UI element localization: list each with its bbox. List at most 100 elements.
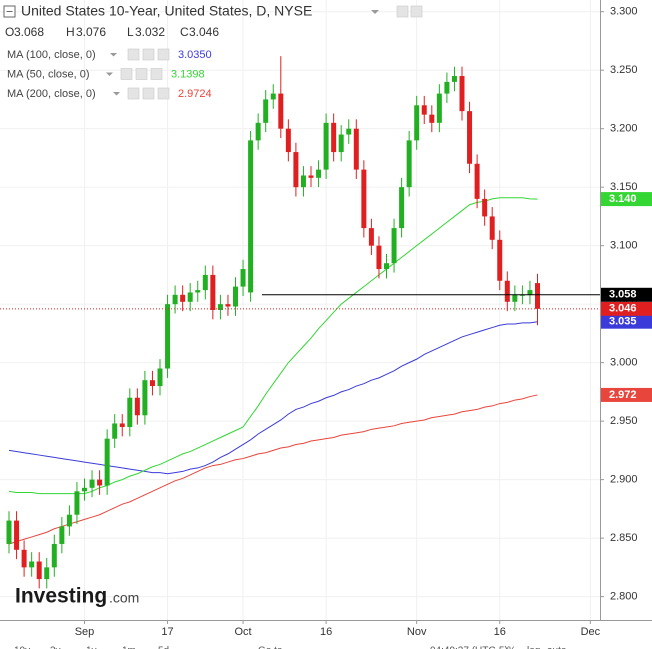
option-button[interactable]: log <box>527 646 540 649</box>
candle-body <box>414 105 420 141</box>
toolbar: 10y 3y 1y 1m 5d Go to... 04:49:37 (UTC-5)% log a… <box>14 646 567 649</box>
close-label: C <box>180 25 189 39</box>
x-tick-label: Sep <box>75 626 95 638</box>
candle-body <box>82 487 87 492</box>
range-button[interactable]: 1y <box>86 646 97 649</box>
candle-body <box>21 549 27 568</box>
range-button[interactable]: 1m <box>122 646 136 649</box>
candle-body <box>308 175 314 178</box>
candle-body <box>248 140 254 293</box>
y-tick-label: 3.000 <box>610 357 638 369</box>
dropdown-arrow[interactable] <box>113 92 120 96</box>
candle-body <box>384 263 389 270</box>
candle-body <box>6 520 12 544</box>
range-button[interactable]: 5d <box>158 646 169 649</box>
candle-body <box>278 93 284 129</box>
legend-value: 3.0350 <box>178 49 212 61</box>
candle-body <box>263 99 269 123</box>
candle-body <box>436 93 442 123</box>
candle-body <box>134 397 140 416</box>
candle-body <box>210 274 216 310</box>
candle-body <box>36 561 42 580</box>
candle-body <box>444 81 450 94</box>
legend-icon[interactable] <box>127 48 140 61</box>
legend-value: 3.1398 <box>171 68 205 80</box>
price-tag <box>601 192 652 207</box>
eye-icon[interactable] <box>396 5 409 18</box>
y-tick-label: 3.300 <box>610 6 638 18</box>
candle-body <box>391 228 397 264</box>
candle-body <box>474 163 480 199</box>
x-tick-label: 17 <box>161 626 173 638</box>
candle-body <box>361 169 367 229</box>
legend-value: 2.9724 <box>178 88 212 100</box>
candle-body <box>293 152 299 188</box>
option-button[interactable]: auto <box>547 646 567 649</box>
y-tick-label: 2.900 <box>610 474 638 486</box>
range-button[interactable]: 3y <box>50 646 61 649</box>
plot-area <box>0 56 600 589</box>
legend-icon[interactable] <box>135 68 148 80</box>
y-tick-label: 3.100 <box>610 240 638 252</box>
legend-icon[interactable] <box>142 87 155 100</box>
close-value: 3.046 <box>189 25 219 39</box>
dropdown-arrow[interactable] <box>110 53 117 57</box>
candle-body <box>240 269 246 287</box>
legend-label: MA (50, close, 0) <box>7 68 90 80</box>
candle-body <box>482 198 488 217</box>
candle-body <box>172 294 178 305</box>
legend-icon[interactable] <box>120 68 133 80</box>
legend-icon[interactable] <box>157 48 170 61</box>
price-tag-label: 3.046 <box>609 303 637 315</box>
legend: MA (100, close, 0) 3.0350 MA (50, close, 0… <box>7 48 212 100</box>
candle-body <box>187 292 193 302</box>
candle-body <box>527 290 533 295</box>
candle-body <box>74 491 80 515</box>
dropdown-arrow[interactable] <box>371 10 379 14</box>
price-tag <box>601 301 652 316</box>
legend-icon[interactable] <box>127 87 140 100</box>
legend-icon[interactable] <box>157 87 170 100</box>
price-tag-label: 3.035 <box>609 316 637 328</box>
candle-body <box>451 76 457 82</box>
candle-body <box>51 543 57 568</box>
legend-icon[interactable] <box>142 48 155 61</box>
y-tick-label: 3.150 <box>610 181 638 193</box>
clock: 04:49:37 (UTC-5) <box>430 646 508 649</box>
open-label: O <box>5 25 14 39</box>
candle-body <box>195 290 201 293</box>
candle-body <box>14 520 20 550</box>
candle-body <box>112 423 118 439</box>
candle-body <box>202 274 208 291</box>
candle-body <box>429 114 435 123</box>
x-tick-label: 16 <box>320 626 332 638</box>
y-tick-label: 3.200 <box>610 123 638 135</box>
legend-icon[interactable] <box>150 68 163 80</box>
candle-body <box>149 380 155 387</box>
chart-title: United States 10-Year, United States, D,… <box>21 3 312 19</box>
y-tick-label: 2.800 <box>610 591 638 603</box>
settings-icon[interactable] <box>410 5 423 18</box>
high-label: H <box>66 25 75 39</box>
candle-body <box>368 228 374 246</box>
candle-body <box>316 169 322 178</box>
price-tag-label: 3.058 <box>609 289 637 301</box>
goto-button[interactable]: Go to... <box>258 646 291 649</box>
candle-body <box>255 122 261 141</box>
candle-body <box>89 479 95 488</box>
candle-body <box>467 111 473 164</box>
candle-body <box>346 128 352 135</box>
price-tag-label: 2.972 <box>609 389 637 401</box>
candle-body <box>66 514 72 527</box>
range-button[interactable]: 10y <box>14 646 30 649</box>
candle-body <box>217 304 223 310</box>
option-button[interactable]: % <box>507 646 516 649</box>
candle-body <box>331 122 337 153</box>
candle-body <box>97 479 103 486</box>
dropdown-arrow[interactable] <box>106 72 113 77</box>
candle-body <box>421 105 427 115</box>
x-tick-label: 16 <box>494 626 506 638</box>
low-value: 3.032 <box>135 25 165 39</box>
candle-body <box>225 304 231 307</box>
